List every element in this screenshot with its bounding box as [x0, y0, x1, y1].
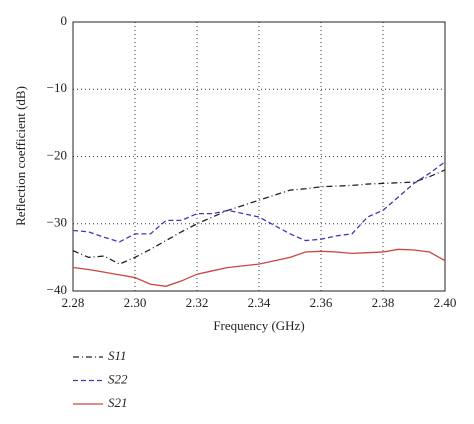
x-tick-label: 2.38 [372, 295, 395, 310]
legend-label: S11 [108, 348, 127, 363]
series-line [72, 248, 446, 287]
x-axis-label: Frequency (GHz) [213, 318, 304, 333]
x-tick-label: 2.32 [186, 295, 209, 310]
y-axis-label: Reflection coefficient (dB) [13, 86, 28, 226]
series-line [72, 169, 446, 265]
y-tick-label: −30 [47, 215, 67, 230]
legend-label: S21 [108, 395, 128, 410]
y-tick-label: −20 [47, 147, 67, 162]
x-tick-label: 2.36 [310, 295, 333, 310]
x-tick-label: 2.40 [434, 295, 457, 310]
y-tick-label: 0 [61, 13, 68, 28]
y-tick-label: −10 [47, 80, 67, 95]
x-tick-label: 2.28 [62, 295, 85, 310]
plot-frame [72, 21, 446, 292]
legend-label: S22 [108, 371, 128, 386]
x-tick-label: 2.34 [248, 295, 271, 310]
x-tick-label: 2.30 [124, 295, 147, 310]
y-tick-label: −40 [47, 282, 67, 297]
series-line [72, 161, 446, 243]
